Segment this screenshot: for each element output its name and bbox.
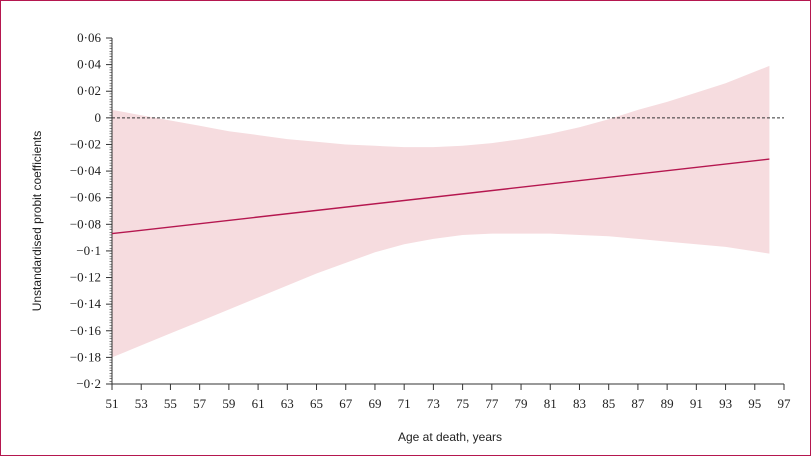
- y-tick-label: −0·14: [70, 296, 102, 311]
- x-tick-label: 67: [339, 396, 353, 411]
- confidence-band: [112, 65, 770, 358]
- y-tick-label: −0·16: [70, 323, 102, 338]
- x-tick-label: 95: [748, 396, 761, 411]
- y-tick-label: 0: [95, 110, 102, 125]
- x-tick-label: 97: [778, 396, 792, 411]
- y-tick-label: −0·2: [76, 376, 101, 391]
- x-tick-label: 71: [398, 396, 411, 411]
- x-tick-label: 81: [544, 396, 557, 411]
- x-tick-label: 79: [515, 396, 528, 411]
- x-tick-label: 91: [690, 396, 703, 411]
- x-tick-label: 53: [135, 396, 148, 411]
- y-tick-label: −0·02: [70, 136, 101, 151]
- x-tick-label: 51: [106, 396, 119, 411]
- x-tick-label: 93: [719, 396, 732, 411]
- x-tick-label: 89: [661, 396, 674, 411]
- x-tick-label: 87: [631, 396, 645, 411]
- y-tick-label: 0·02: [77, 83, 101, 98]
- y-tick-label: 0·04: [77, 57, 101, 72]
- x-tick-label: 59: [222, 396, 235, 411]
- y-tick-label: −0·18: [70, 349, 101, 364]
- y-tick-label: −0·12: [70, 270, 101, 285]
- y-tick-label: −0·06: [70, 190, 102, 205]
- x-tick-label: 65: [310, 396, 323, 411]
- x-tick-label: 63: [281, 396, 294, 411]
- x-tick-label: 55: [164, 396, 177, 411]
- x-tick-label: 85: [602, 396, 615, 411]
- x-tick-label: 69: [368, 396, 381, 411]
- y-tick-label: 0·06: [77, 30, 101, 45]
- y-tick-label: −0·1: [76, 243, 101, 258]
- y-tick-label: −0·08: [70, 216, 101, 231]
- x-tick-label: 57: [193, 396, 207, 411]
- x-tick-label: 83: [573, 396, 586, 411]
- series-line: [111, 158, 770, 235]
- x-tick-label: 75: [456, 396, 469, 411]
- x-tick-label: 61: [252, 396, 265, 411]
- y-tick-label: −0·04: [70, 163, 102, 178]
- x-tick-label: 73: [427, 396, 440, 411]
- x-tick-label: 77: [485, 396, 499, 411]
- y-axis-title: Unstandardised probit coefficients: [30, 131, 44, 312]
- x-axis-title: Age at death, years: [398, 430, 502, 444]
